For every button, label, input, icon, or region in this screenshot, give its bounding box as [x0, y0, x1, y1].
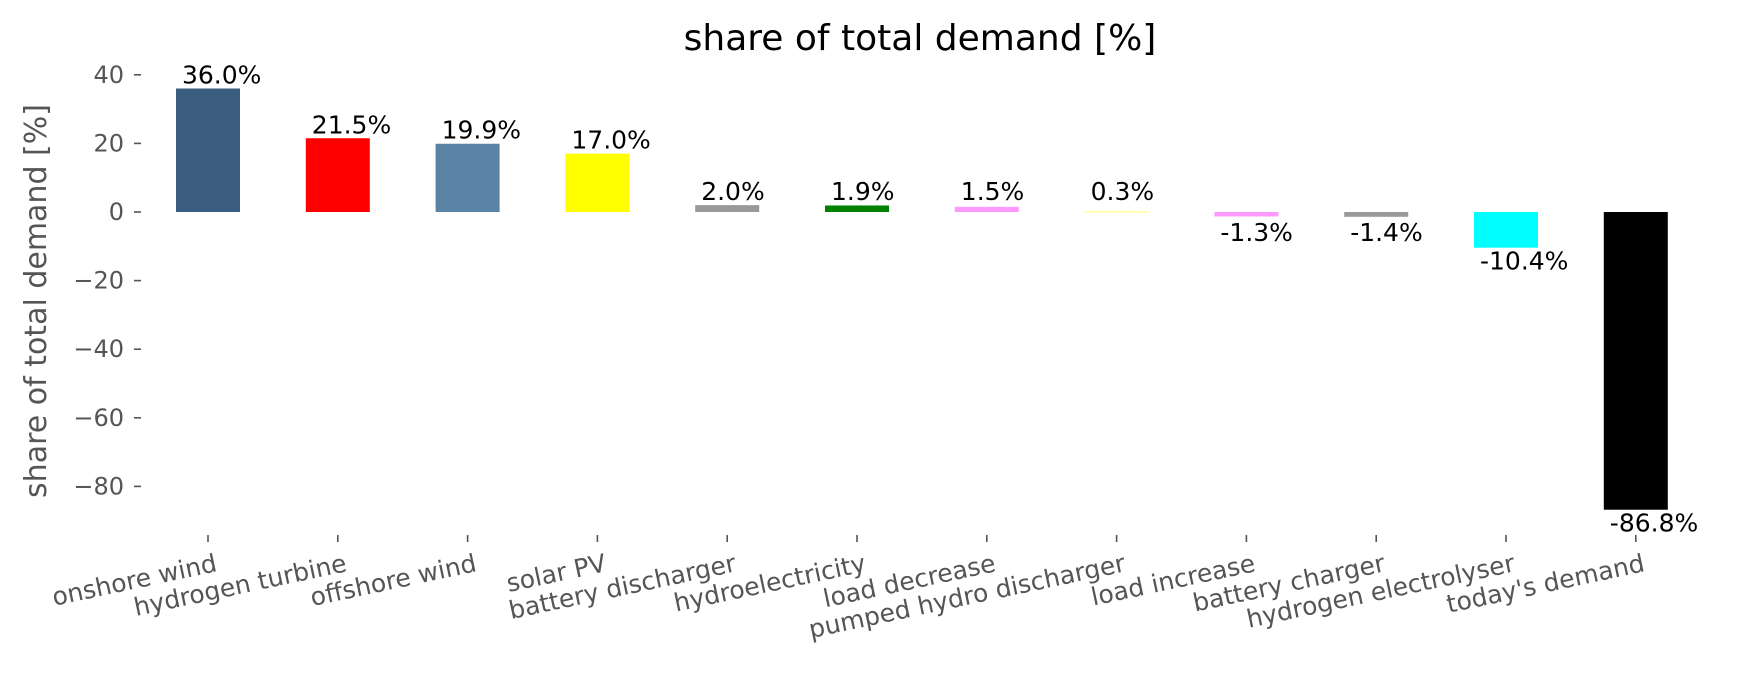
y-axis-label: share of total demand [%] [19, 104, 54, 498]
bar [176, 88, 240, 212]
bar [954, 206, 1019, 212]
y-tick-label: 0 [109, 198, 124, 226]
data-label: -1.3% [1220, 218, 1293, 247]
y-tick-label: −40 [73, 335, 124, 363]
y-tick-label: −20 [73, 267, 124, 295]
data-label: 0.3% [1091, 177, 1155, 206]
data-label: -10.4% [1480, 247, 1568, 276]
bar [1084, 210, 1149, 213]
data-label: 17.0% [571, 126, 650, 155]
y-axis: 40 20 0 −20 −40 −60 −80 [73, 61, 141, 500]
bar [1214, 212, 1279, 217]
y-tick-label: −60 [73, 404, 124, 432]
chart-title: share of total demand [%] [684, 18, 1157, 59]
data-label: 21.5% [312, 110, 391, 139]
bar [695, 205, 760, 212]
y-tick-label: 40 [93, 61, 124, 89]
bar [1344, 212, 1409, 217]
data-label: -1.4% [1350, 218, 1423, 247]
bar [825, 205, 889, 212]
data-label: 36.0% [182, 61, 261, 90]
data-label: 19.9% [442, 116, 521, 145]
bar [305, 138, 370, 212]
bar [435, 143, 500, 212]
bar [565, 153, 630, 212]
data-label: 1.9% [831, 177, 895, 206]
data-label: -86.8% [1610, 509, 1698, 538]
data-label: 2.0% [701, 177, 765, 206]
data-labels: 36.0% 21.5% 19.9% 17.0% 2.0% 1.9% 1.5% 0.3% -1.3… [182, 61, 1698, 538]
y-tick-label: −80 [73, 472, 124, 500]
bar [1603, 212, 1668, 510]
bar [1474, 212, 1538, 248]
y-tick-label: 20 [93, 129, 124, 157]
bars [176, 88, 1668, 510]
data-label: 1.5% [961, 177, 1025, 206]
